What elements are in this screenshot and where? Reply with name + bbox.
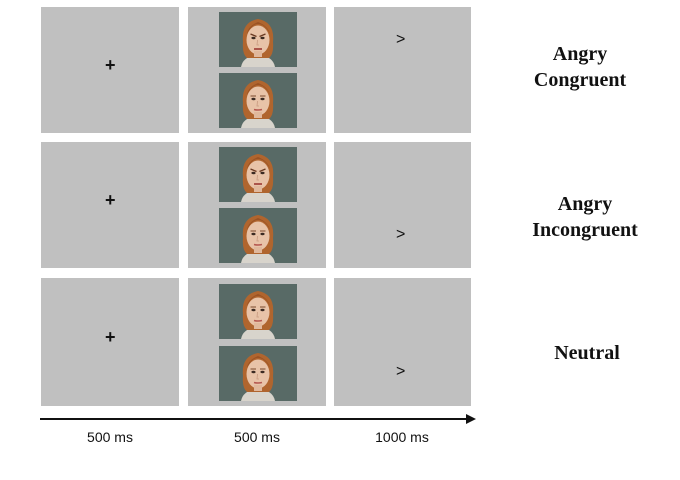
time-axis-arrow (40, 414, 476, 424)
face-screen-row-2 (188, 142, 326, 268)
duration-label-faces: 500 ms (234, 429, 280, 445)
fixation-screen-row-3: + (41, 278, 179, 406)
target-screen-row-3: > (334, 278, 471, 406)
fixation-cross: + (105, 55, 116, 75)
neutral-face-image (219, 73, 297, 128)
neutral-face-image (219, 208, 297, 263)
target-screen-row-2: > (334, 142, 471, 268)
target-arrow: > (396, 363, 406, 380)
neutral-face-image (219, 284, 297, 339)
duration-label-fixation: 500 ms (87, 429, 133, 445)
fixation-cross: + (105, 327, 116, 347)
fixation-cross: + (105, 190, 116, 210)
condition-label-neutral: Neutral (554, 342, 620, 364)
target-screen-row-1: > (334, 7, 471, 133)
neutral-face-image (219, 346, 297, 401)
angry-face-image (219, 12, 297, 67)
angry-face-image (219, 147, 297, 202)
target-arrow: > (396, 226, 406, 243)
duration-label-target: 1000 ms (375, 429, 429, 445)
fixation-screen-row-1: + (41, 7, 179, 133)
condition-label-angry-congruent: Angry Congruent (533, 43, 627, 91)
target-arrow: > (396, 31, 406, 48)
fixation-screen-row-2: + (41, 142, 179, 268)
face-screen-row-3 (188, 278, 326, 406)
face-screen-row-1 (188, 7, 326, 133)
condition-label-angry-incongruent: Angry Incongruent (532, 193, 638, 241)
